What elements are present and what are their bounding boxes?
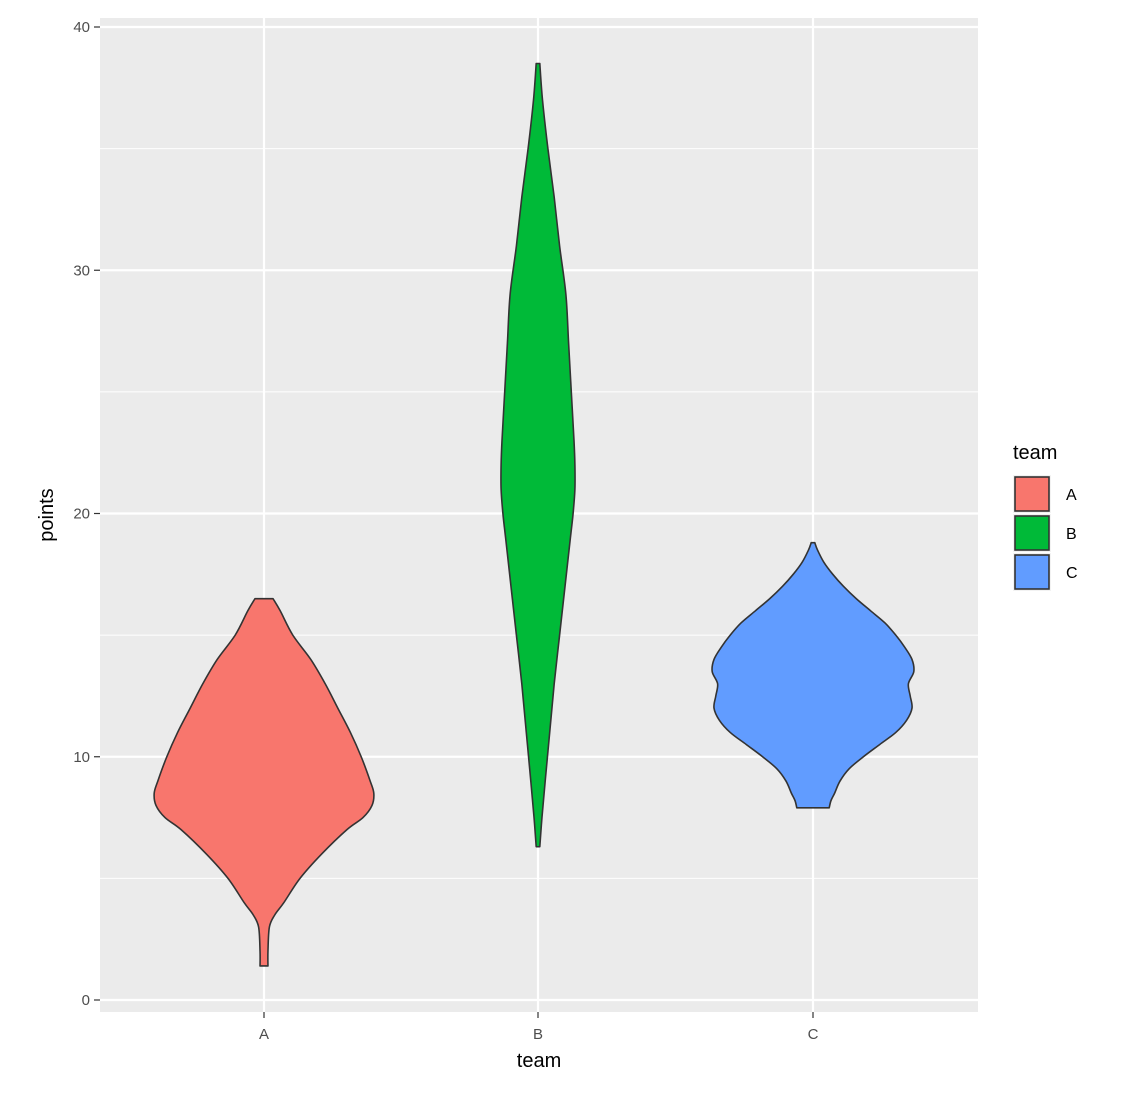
- legend-label-a: A: [1066, 487, 1077, 504]
- legend-swatch-b: [1014, 515, 1050, 551]
- violin-a: [153, 597, 375, 967]
- violin-b: [500, 62, 576, 848]
- x-axis-title: team: [517, 1050, 561, 1072]
- y-axis-title: points: [36, 488, 58, 541]
- y-tick-label: 20: [73, 506, 90, 523]
- y-tick-label: 0: [82, 992, 90, 1009]
- legend-swatch-c: [1014, 554, 1050, 590]
- y-tick-label: 30: [73, 262, 90, 279]
- violin-c: [711, 541, 915, 809]
- x-tick-label: B: [533, 1026, 543, 1043]
- x-tick-label: C: [808, 1026, 819, 1043]
- y-tick-label: 10: [73, 749, 90, 766]
- legend-label-c: C: [1066, 565, 1078, 582]
- legend-title: team: [1013, 442, 1057, 464]
- x-tick-label: A: [259, 1026, 269, 1043]
- y-tick-label: 40: [73, 19, 90, 36]
- legend-swatch-a: [1014, 476, 1050, 512]
- legend-label-b: B: [1066, 526, 1077, 543]
